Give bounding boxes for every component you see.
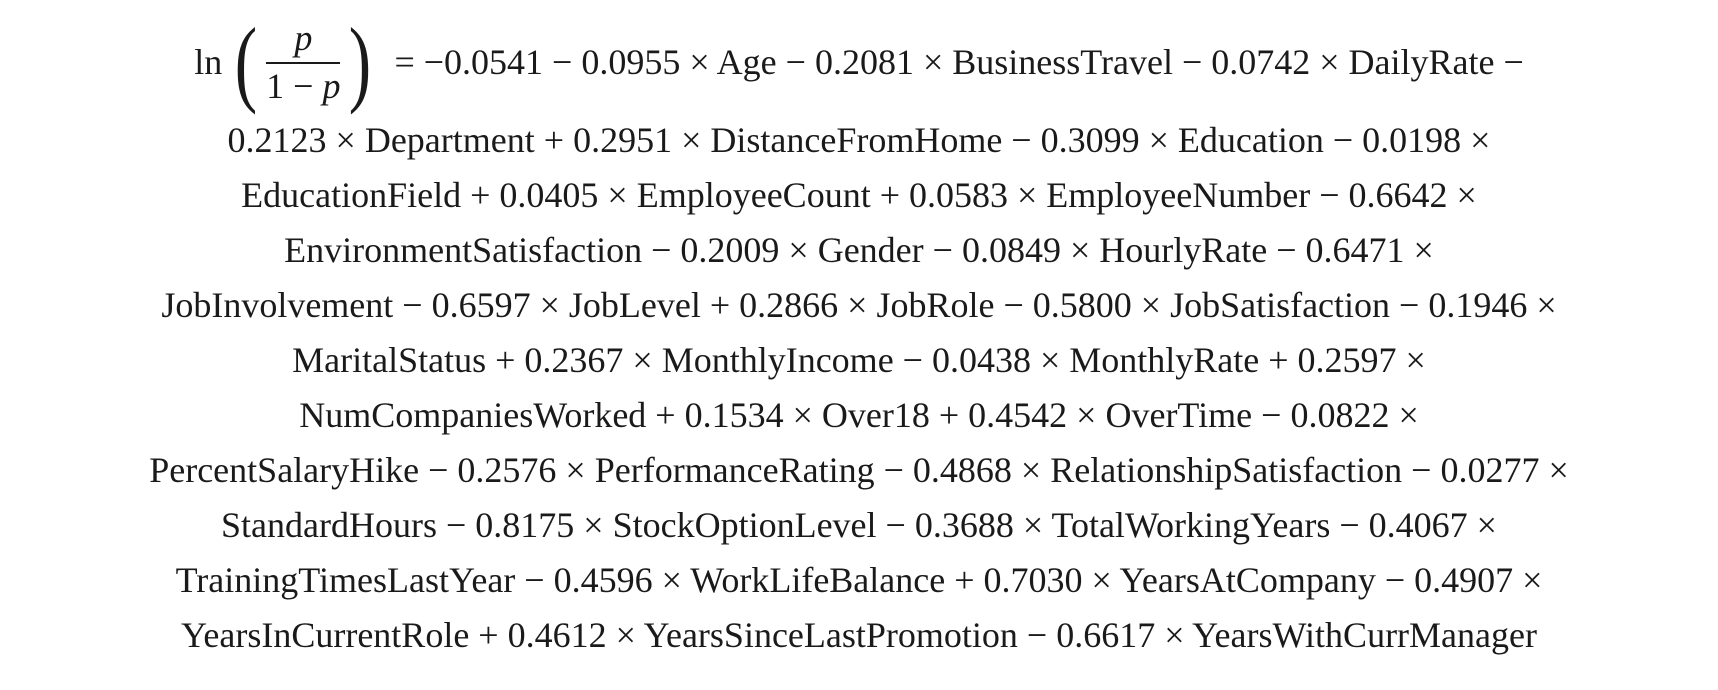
equation-line-6: MaritalStatus + 0.2367 × MonthlyIncome −…	[292, 340, 1426, 380]
denominator-constant: 1 −	[266, 66, 323, 106]
equation-line-11: YearsInCurrentRole + 0.4612 × YearsSince…	[181, 615, 1537, 655]
log-odds-expression: ln ( p 1 − p )	[194, 8, 376, 115]
fraction-numerator: p	[294, 18, 313, 58]
equation-line-3: EducationField + 0.0405 × EmployeeCount …	[241, 175, 1477, 215]
equation-line-8: PercentSalaryHike − 0.2576 × Performance…	[149, 450, 1569, 490]
equation-line-4: EnvironmentSatisfaction − 0.2009 × Gende…	[284, 230, 1434, 270]
equation-line-9: StandardHours − 0.8175 × StockOptionLeve…	[221, 505, 1497, 545]
denominator-variable: p	[322, 66, 341, 106]
left-paren: (	[234, 8, 258, 115]
odds-fraction: p 1 − p	[266, 18, 341, 104]
equation-line-2: 0.2123 × Department + 0.2951 × DistanceF…	[227, 120, 1491, 160]
fraction-bar	[266, 62, 341, 64]
equation-line-5: JobInvolvement − 0.6597 × JobLevel + 0.2…	[161, 285, 1557, 325]
equation-line-10: TrainingTimesLastYear − 0.4596 × WorkLif…	[175, 560, 1543, 600]
equation-line-7: NumCompaniesWorked + 0.1534 × Over18 + 0…	[299, 395, 1419, 435]
equation-rhs-line: = −0.0541 − 0.0955 × Age − 0.2081 × Busi…	[394, 42, 1524, 82]
ln-function: ln	[194, 42, 223, 82]
fraction-denominator: 1 − p	[266, 64, 340, 104]
right-paren: )	[349, 8, 372, 115]
equation-line-1: ln ( p 1 − p ) = −0.0541 − 0.0955 × Age …	[0, 12, 1718, 112]
